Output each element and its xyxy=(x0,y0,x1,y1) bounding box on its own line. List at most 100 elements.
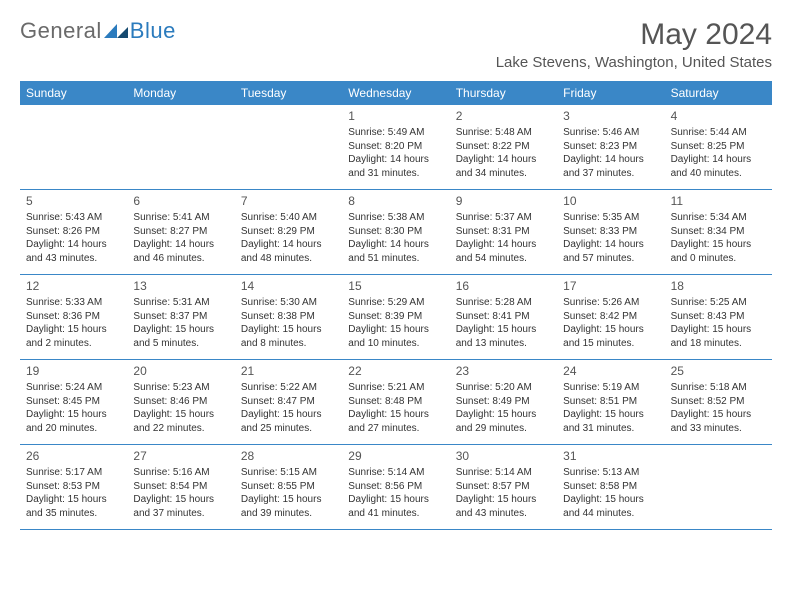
day-details: Sunrise: 5:16 AM Sunset: 8:54 PM Dayligh… xyxy=(133,466,228,520)
day-number: 2 xyxy=(456,108,551,124)
day-number: 15 xyxy=(348,278,443,294)
day-cell: . xyxy=(235,105,342,189)
day-cell: 13 Sunrise: 5:31 AM Sunset: 8:37 PM Dayli… xyxy=(127,275,234,359)
week-row: 19Sunrise: 5:24 AM Sunset: 8:45 PM Dayli… xyxy=(20,360,772,445)
day-details: Sunrise: 5:40 AM Sunset: 8:29 PM Dayligh… xyxy=(241,211,336,265)
day-details: Sunrise: 5:30 AM Sunset: 8:38 PM Dayligh… xyxy=(241,296,336,350)
day-cell: 26 Sunrise: 5:17 AM Sunset: 8:53 PM Dayli… xyxy=(20,445,127,529)
week-row: ...1Sunrise: 5:49 AM Sunset: 8:20 PM Day… xyxy=(20,105,772,190)
week-row: 5 Sunrise: 5:43 AM Sunset: 8:26 PM Daylig… xyxy=(20,190,772,275)
day-header: Saturday xyxy=(665,81,772,105)
day-number: 8 xyxy=(348,193,443,209)
day-cell: 28 Sunrise: 5:15 AM Sunset: 8:55 PM Dayli… xyxy=(235,445,342,529)
day-details: Sunrise: 5:17 AM Sunset: 8:53 PM Dayligh… xyxy=(26,466,121,520)
day-details: Sunrise: 5:37 AM Sunset: 8:31 PM Dayligh… xyxy=(456,211,551,265)
day-cell: 29Sunrise: 5:14 AM Sunset: 8:56 PM Dayli… xyxy=(342,445,449,529)
day-details: Sunrise: 5:24 AM Sunset: 8:45 PM Dayligh… xyxy=(26,381,121,435)
logo-mark-icon xyxy=(104,18,130,44)
day-cell: 3Sunrise: 5:46 AM Sunset: 8:23 PM Daylig… xyxy=(557,105,664,189)
day-details: Sunrise: 5:23 AM Sunset: 8:46 PM Dayligh… xyxy=(133,381,228,435)
day-number: 3 xyxy=(563,108,658,124)
day-details: Sunrise: 5:34 AM Sunset: 8:34 PM Dayligh… xyxy=(671,211,766,265)
day-number: 28 xyxy=(241,448,336,464)
day-details: Sunrise: 5:38 AM Sunset: 8:30 PM Dayligh… xyxy=(348,211,443,265)
day-number: 20 xyxy=(133,363,228,379)
day-details: Sunrise: 5:43 AM Sunset: 8:26 PM Dayligh… xyxy=(26,211,121,265)
weeks-container: ... 1 Sunrise: 5:49 AM Sunset: 8:20 PM Day… xyxy=(20,105,772,530)
day-cell: 14 Sunrise: 5:30 AM Sunset: 8:38 PM Dayli… xyxy=(235,275,342,359)
logo: General Blue xyxy=(20,18,176,44)
day-header: Monday xyxy=(127,81,234,105)
day-cell: 16Sunrise: 5:28 AM Sunset: 8:41 PM Dayli… xyxy=(450,275,557,359)
day-number: 17 xyxy=(563,278,658,294)
logo-word2: Blue xyxy=(130,18,176,44)
day-details: Sunrise: 5:26 AM Sunset: 8:42 PM Dayligh… xyxy=(563,296,658,350)
day-cell: 12 Sunrise: 5:33 AM Sunset: 8:36 PM Dayli… xyxy=(20,275,127,359)
day-cell: . xyxy=(665,445,772,529)
day-number: 16 xyxy=(456,278,551,294)
day-cell: 23 Sunrise: 5:20 AM Sunset: 8:49 PM Dayli… xyxy=(450,360,557,444)
day-details: Sunrise: 5:14 AM Sunset: 8:57 PM Dayligh… xyxy=(456,466,551,520)
day-cell: 25Sunrise: 5:18 AM Sunset: 8:52 PM Dayli… xyxy=(665,360,772,444)
day-details: Sunrise: 5:18 AM Sunset: 8:52 PM Dayligh… xyxy=(671,381,766,435)
day-number: 5 xyxy=(26,193,121,209)
day-number: 11 xyxy=(671,193,766,209)
header: General Blue May 2024 Lake Stevens, Wash… xyxy=(20,18,772,71)
day-number: 6 xyxy=(133,193,228,209)
day-details: Sunrise: 5:15 AM Sunset: 8:55 PM Dayligh… xyxy=(241,466,336,520)
day-number: 21 xyxy=(241,363,336,379)
day-cell: 11 Sunrise: 5:34 AM Sunset: 8:34 PM Dayli… xyxy=(665,190,772,274)
day-header: Thursday xyxy=(450,81,557,105)
day-details: Sunrise: 5:13 AM Sunset: 8:58 PM Dayligh… xyxy=(563,466,658,520)
day-header: Friday xyxy=(557,81,664,105)
day-cell: 9 Sunrise: 5:37 AM Sunset: 8:31 PM Daylig… xyxy=(450,190,557,274)
day-details: Sunrise: 5:35 AM Sunset: 8:33 PM Dayligh… xyxy=(563,211,658,265)
day-details: Sunrise: 5:29 AM Sunset: 8:39 PM Dayligh… xyxy=(348,296,443,350)
day-number: 1 xyxy=(348,108,443,124)
location: Lake Stevens, Washington, United States xyxy=(496,54,772,71)
title-block: May 2024 Lake Stevens, Washington, Unite… xyxy=(496,18,772,71)
day-cell: 5 Sunrise: 5:43 AM Sunset: 8:26 PM Daylig… xyxy=(20,190,127,274)
week-row: 26 Sunrise: 5:17 AM Sunset: 8:53 PM Dayli… xyxy=(20,445,772,530)
day-number: 22 xyxy=(348,363,443,379)
day-number: 23 xyxy=(456,363,551,379)
day-number: 30 xyxy=(456,448,551,464)
day-cell: . xyxy=(127,105,234,189)
day-number: 18 xyxy=(671,278,766,294)
day-cell: 17 Sunrise: 5:26 AM Sunset: 8:42 PM Dayli… xyxy=(557,275,664,359)
day-cell: 20 Sunrise: 5:23 AM Sunset: 8:46 PM Dayli… xyxy=(127,360,234,444)
day-details: Sunrise: 5:49 AM Sunset: 8:20 PM Dayligh… xyxy=(348,126,443,180)
day-number: 4 xyxy=(671,108,766,124)
day-details: Sunrise: 5:48 AM Sunset: 8:22 PM Dayligh… xyxy=(456,126,551,180)
day-details: Sunrise: 5:31 AM Sunset: 8:37 PM Dayligh… xyxy=(133,296,228,350)
day-number: 26 xyxy=(26,448,121,464)
day-cell: 8 Sunrise: 5:38 AM Sunset: 8:30 PM Daylig… xyxy=(342,190,449,274)
day-header: Sunday xyxy=(20,81,127,105)
day-cell: 4 Sunrise: 5:44 AM Sunset: 8:25 PM Daylig… xyxy=(665,105,772,189)
day-number: 12 xyxy=(26,278,121,294)
day-details: Sunrise: 5:25 AM Sunset: 8:43 PM Dayligh… xyxy=(671,296,766,350)
day-details: Sunrise: 5:44 AM Sunset: 8:25 PM Dayligh… xyxy=(671,126,766,180)
day-cell: 1 Sunrise: 5:49 AM Sunset: 8:20 PM Daylig… xyxy=(342,105,449,189)
day-details: Sunrise: 5:41 AM Sunset: 8:27 PM Dayligh… xyxy=(133,211,228,265)
day-cell: 19Sunrise: 5:24 AM Sunset: 8:45 PM Dayli… xyxy=(20,360,127,444)
day-cell: 30 Sunrise: 5:14 AM Sunset: 8:57 PM Dayli… xyxy=(450,445,557,529)
day-cell: 2 Sunrise: 5:48 AM Sunset: 8:22 PM Daylig… xyxy=(450,105,557,189)
day-details: Sunrise: 5:20 AM Sunset: 8:49 PM Dayligh… xyxy=(456,381,551,435)
day-number: 29 xyxy=(348,448,443,464)
day-cell: 27Sunrise: 5:16 AM Sunset: 8:54 PM Dayli… xyxy=(127,445,234,529)
day-number: 24 xyxy=(563,363,658,379)
calendar: SundayMondayTuesdayWednesdayThursdayFrid… xyxy=(20,81,772,530)
day-number: 9 xyxy=(456,193,551,209)
day-cell: 15 Sunrise: 5:29 AM Sunset: 8:39 PM Dayli… xyxy=(342,275,449,359)
day-cell: 7 Sunrise: 5:40 AM Sunset: 8:29 PM Daylig… xyxy=(235,190,342,274)
day-details: Sunrise: 5:33 AM Sunset: 8:36 PM Dayligh… xyxy=(26,296,121,350)
day-header: Wednesday xyxy=(342,81,449,105)
day-cell: 6 Sunrise: 5:41 AM Sunset: 8:27 PM Daylig… xyxy=(127,190,234,274)
day-cell: 24Sunrise: 5:19 AM Sunset: 8:51 PM Dayli… xyxy=(557,360,664,444)
day-number: 14 xyxy=(241,278,336,294)
day-header: Tuesday xyxy=(235,81,342,105)
logo-word1: General xyxy=(20,18,102,44)
day-number: 13 xyxy=(133,278,228,294)
day-number: 7 xyxy=(241,193,336,209)
